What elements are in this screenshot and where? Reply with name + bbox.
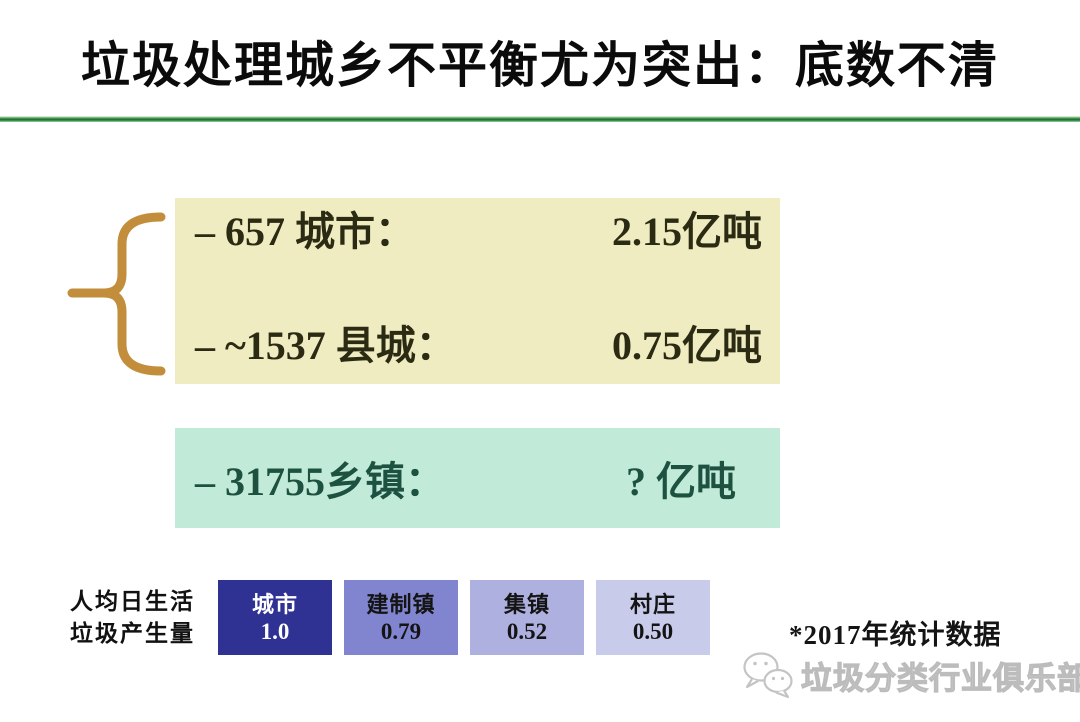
cities-label: – 657 城市： — [195, 209, 415, 254]
urban-stats-box: – 657 城市： 2.15亿吨 – ~1537 县城： 0.75亿吨 — [175, 198, 780, 384]
footnote: *2017年统计数据 — [789, 620, 1002, 650]
stat-row-cities: – 657 城市： 2.15亿吨 — [195, 206, 762, 258]
counties-label: – ~1537 县城： — [195, 323, 456, 368]
wechat-icon — [743, 652, 793, 699]
legend-cell-name: 建制镇 — [366, 591, 436, 617]
legend-cell-name: 城市 — [251, 591, 298, 617]
legend-cell-value: 0.52 — [506, 618, 548, 644]
legend-cell-city: 城市 1.0 — [218, 580, 332, 655]
legend-cell-name: 村庄 — [629, 591, 676, 617]
stat-row-counties: – ~1537 县城： 0.75亿吨 — [195, 320, 762, 372]
cities-value: 2.15亿吨 — [612, 209, 762, 254]
township-label: – 31755乡镇： — [195, 459, 445, 504]
township-stats-box: – 31755乡镇： ? 亿吨 — [175, 428, 780, 528]
slide-title: 垃圾处理城乡不平衡尤为突出：底数不清 — [80, 39, 999, 93]
legend-cell-value: 0.50 — [632, 618, 674, 644]
legend-cell-village: 村庄 0.50 — [596, 580, 710, 655]
township-value: ? 亿吨 — [626, 459, 736, 504]
watermark-text: 垃圾分类行业俱乐部 — [800, 660, 1080, 696]
brace-icon — [67, 212, 166, 376]
legend-title-line1: 人均日生活 — [70, 589, 195, 614]
legend-cell-value: 0.79 — [380, 618, 422, 644]
legend-title: 人均日生活 垃圾产生量 — [70, 586, 195, 650]
legend-cell-value: 1.0 — [260, 618, 290, 644]
legend-cell-market-town: 集镇 0.52 — [470, 580, 584, 655]
counties-value: 0.75亿吨 — [612, 323, 762, 368]
legend-cell-name: 集镇 — [503, 591, 550, 617]
title-divider — [0, 116, 1080, 122]
legend-title-line2: 垃圾产生量 — [70, 621, 195, 646]
watermark: 垃圾分类行业俱乐部 — [740, 650, 1080, 700]
per-capita-legend: 城市 1.0 建制镇 0.79 集镇 0.52 村庄 0.50 — [218, 580, 710, 655]
legend-cell-organized-town: 建制镇 0.79 — [344, 580, 458, 655]
